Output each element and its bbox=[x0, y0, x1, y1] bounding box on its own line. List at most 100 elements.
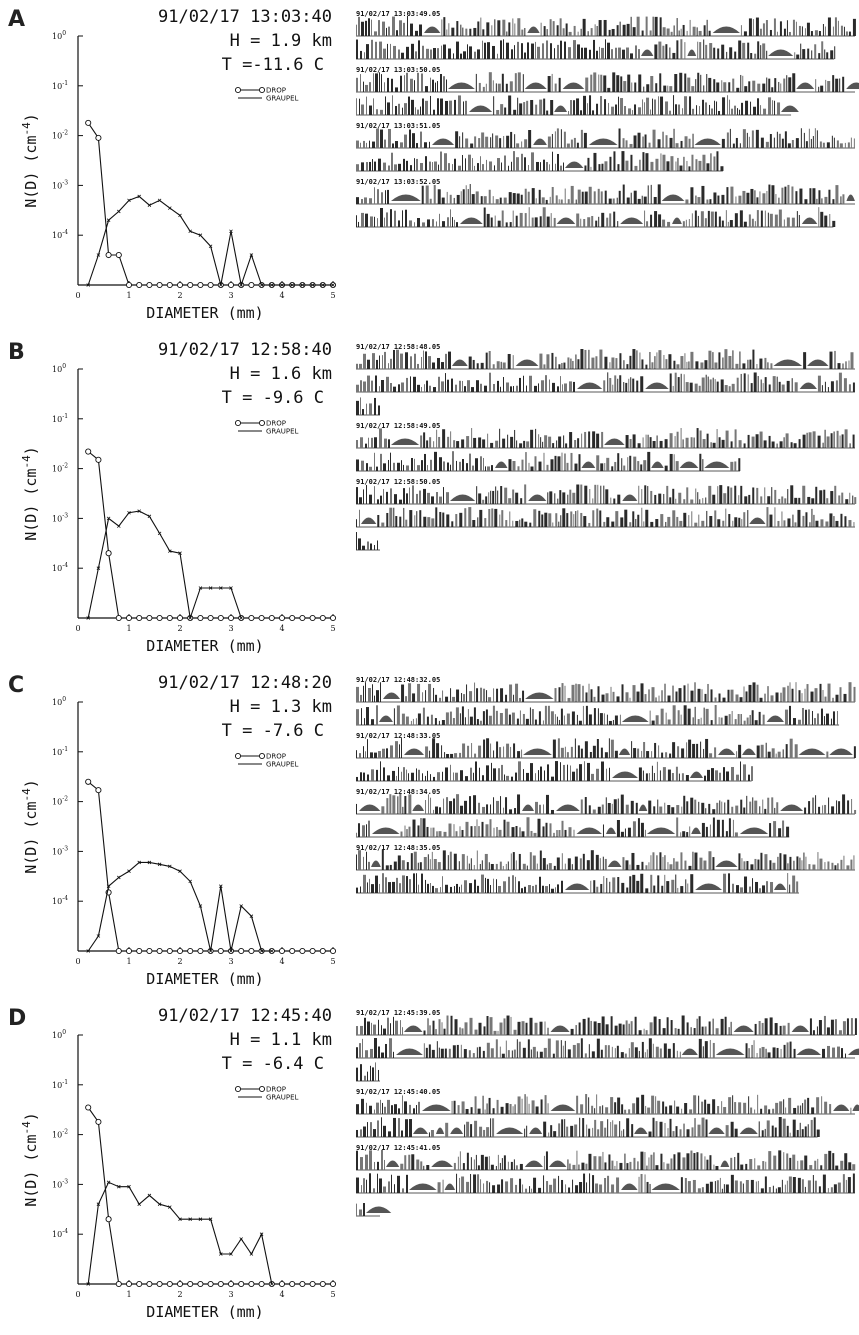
drop-point bbox=[258, 614, 265, 622]
particle-image-strip bbox=[356, 372, 855, 393]
drop-point bbox=[85, 119, 92, 126]
legend-drop-label: DROP bbox=[266, 1086, 286, 1094]
y-tick-label: 100 bbox=[52, 363, 66, 374]
x-tick-label: 0 bbox=[75, 291, 80, 300]
graupel-point bbox=[127, 1184, 131, 1189]
drop-point bbox=[105, 251, 112, 259]
y-tick-label: 10-4 bbox=[52, 1228, 68, 1239]
graupel-point bbox=[208, 586, 213, 590]
panel-a: A 91/02/17 13:03:40 H = 1.9 km T =-11.6 C 10… bbox=[0, 0, 859, 333]
graupel-point bbox=[157, 531, 162, 536]
drop-point bbox=[95, 456, 102, 463]
drop-point bbox=[187, 947, 194, 955]
temperature-label: T = -6.4 C bbox=[222, 1054, 324, 1074]
drop-point bbox=[125, 947, 133, 955]
graupel-point bbox=[259, 283, 264, 287]
legend-drop-marker bbox=[258, 1085, 266, 1093]
image-timestamp: 91/02/17 13:03:51.05 bbox=[356, 122, 440, 130]
y-axis-label: N(D) (cm-4) bbox=[20, 113, 40, 208]
drop-series-line bbox=[87, 1107, 333, 1285]
graupel-point bbox=[188, 616, 192, 620]
y-tick-label: 10-4 bbox=[52, 895, 68, 906]
timestamp-label: 91/02/17 13:03:40 bbox=[158, 7, 332, 27]
graupel-point bbox=[117, 524, 121, 528]
graupel-point bbox=[106, 218, 111, 222]
drop-point bbox=[227, 281, 235, 289]
drop-point bbox=[166, 1280, 173, 1288]
drop-point bbox=[248, 614, 255, 622]
y-tick-label: 10-1 bbox=[52, 413, 68, 424]
temperature-label: T = -9.6 C bbox=[222, 388, 324, 408]
x-tick-label: 3 bbox=[228, 624, 233, 633]
drop-point bbox=[289, 947, 296, 955]
drop-point bbox=[227, 614, 235, 622]
drop-point bbox=[299, 1280, 306, 1288]
graupel-point bbox=[198, 1217, 203, 1221]
graupel-point bbox=[331, 283, 335, 287]
x-tick-label: 2 bbox=[177, 624, 182, 633]
height-label: H = 1.1 km bbox=[230, 1030, 332, 1050]
drop-series-line bbox=[87, 781, 333, 952]
y-tick-label: 10-3 bbox=[52, 512, 68, 523]
drop-point bbox=[278, 1280, 286, 1288]
graupel-point bbox=[208, 1217, 213, 1221]
particle-image-strip bbox=[356, 397, 380, 416]
particle-image-strip bbox=[356, 682, 856, 703]
graupel-point bbox=[147, 514, 152, 519]
legend-graupel-label: GRAUPEL bbox=[266, 1094, 299, 1102]
x-tick-label: 1 bbox=[126, 1290, 131, 1299]
x-tick-label: 4 bbox=[279, 1290, 284, 1299]
image-timestamp: 91/02/17 12:48:35.05 bbox=[356, 844, 440, 852]
graupel-point bbox=[249, 253, 254, 257]
x-tick-label: 2 bbox=[177, 1290, 182, 1299]
drop-point bbox=[238, 1280, 245, 1288]
image-timestamp: 91/02/17 12:58:49.05 bbox=[356, 422, 440, 430]
particle-image-strip bbox=[356, 349, 855, 370]
x-tick-label: 3 bbox=[228, 957, 233, 966]
drop-point bbox=[85, 778, 92, 785]
drop-point bbox=[289, 614, 296, 622]
graupel-point bbox=[188, 229, 192, 234]
graupel-point bbox=[147, 860, 152, 865]
legend-drop-marker bbox=[258, 419, 266, 427]
graupel-point bbox=[219, 586, 223, 590]
graupel-series-line bbox=[87, 510, 242, 619]
particle-image-strip bbox=[356, 1094, 859, 1115]
drop-point bbox=[248, 281, 255, 289]
graupel-point bbox=[229, 949, 233, 953]
graupel-point bbox=[188, 879, 192, 884]
drop-point bbox=[258, 1280, 265, 1288]
drop-point bbox=[146, 281, 153, 289]
image-timestamp: 91/02/17 13:03:49.05 bbox=[356, 10, 440, 18]
graupel-point bbox=[168, 549, 172, 553]
graupel-point bbox=[321, 283, 325, 287]
legend-graupel-label: GRAUPEL bbox=[266, 95, 299, 103]
drop-point bbox=[146, 947, 153, 955]
y-tick-label: 10-4 bbox=[52, 562, 68, 573]
drop-point bbox=[136, 614, 143, 622]
graupel-series-line bbox=[87, 861, 272, 952]
particle-image-strip bbox=[356, 72, 859, 93]
drop-point bbox=[95, 134, 102, 141]
graupel-point bbox=[239, 904, 243, 908]
particle-image-strip bbox=[356, 1038, 859, 1059]
drop-series-line bbox=[87, 122, 333, 286]
image-timestamp: 91/02/17 12:48:33.05 bbox=[356, 732, 440, 740]
drop-point bbox=[146, 614, 153, 622]
x-tick-label: 5 bbox=[330, 291, 335, 300]
y-tick-label: 10-3 bbox=[52, 845, 68, 856]
particle-image-strip bbox=[356, 428, 855, 449]
drop-point bbox=[197, 281, 204, 289]
x-tick-label: 0 bbox=[75, 957, 80, 966]
graupel-point bbox=[168, 864, 172, 869]
drop-point bbox=[299, 947, 306, 955]
drop-point bbox=[125, 614, 133, 622]
graupel-point bbox=[96, 566, 101, 570]
legend-drop-marker bbox=[234, 1085, 242, 1093]
drop-point bbox=[176, 1280, 184, 1288]
x-axis-label: DIAMETER (mm) bbox=[146, 304, 263, 322]
graupel-point bbox=[239, 1237, 243, 1241]
x-tick-label: 1 bbox=[126, 957, 131, 966]
graupel-point bbox=[198, 586, 203, 590]
graupel-point bbox=[86, 616, 90, 620]
